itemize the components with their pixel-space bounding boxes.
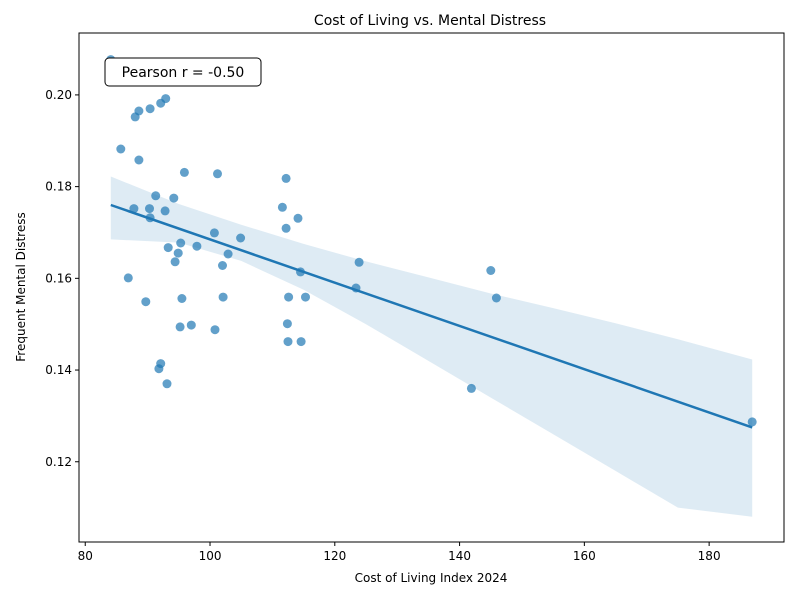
data-point — [354, 257, 364, 267]
data-point — [162, 379, 172, 389]
data-point — [154, 364, 164, 374]
data-point — [145, 104, 155, 114]
data-point — [160, 206, 170, 216]
data-point — [282, 319, 292, 329]
data-point — [175, 322, 185, 332]
data-point — [192, 241, 202, 251]
data-point — [301, 292, 310, 302]
data-point — [130, 112, 140, 122]
data-point — [218, 292, 228, 302]
data-point — [116, 144, 126, 154]
y-tick-label: 0.12 — [45, 455, 72, 469]
data-point — [281, 223, 291, 233]
x-tick-label: 100 — [199, 549, 222, 563]
x-tick-label: 80 — [78, 549, 93, 563]
y-tick-label: 0.18 — [45, 180, 72, 194]
data-point — [213, 169, 222, 179]
y-tick-label: 0.14 — [45, 363, 72, 377]
x-axis: 80 100 120 140 160 180 — [78, 542, 721, 563]
data-point — [293, 213, 303, 223]
x-tick-label: 120 — [323, 549, 346, 563]
data-point — [163, 243, 173, 253]
data-point — [141, 297, 151, 307]
data-point — [218, 261, 227, 270]
data-point — [177, 294, 187, 303]
data-point — [284, 292, 294, 302]
data-point — [179, 167, 189, 177]
annotation-box — [104, 57, 262, 87]
data-point — [486, 266, 496, 275]
data-point — [123, 273, 133, 283]
pearson-annotation: Pearson r = -0.50 — [104, 57, 262, 87]
data-point — [223, 249, 233, 259]
data-point — [210, 325, 220, 335]
x-tick-label: 160 — [573, 549, 596, 563]
data-point — [186, 320, 196, 330]
plot-frame — [78, 32, 785, 543]
x-tick-label: 180 — [698, 549, 721, 563]
x-axis-label: Cost of Living Index 2024 — [355, 571, 508, 585]
data-point — [747, 417, 757, 427]
data-point — [491, 293, 501, 303]
points-layer — [106, 55, 757, 427]
data-point — [209, 228, 219, 238]
data-point — [173, 248, 183, 258]
data-point — [129, 204, 139, 214]
data-point — [145, 204, 154, 214]
data-point — [170, 257, 180, 267]
chart-title: Cost of Living vs. Mental Distress — [314, 13, 546, 29]
data-point — [296, 337, 306, 347]
data-point — [466, 383, 476, 393]
data-point — [277, 202, 287, 212]
y-tick-label: 0.16 — [45, 271, 72, 285]
plot-area — [106, 55, 757, 517]
data-point — [134, 155, 144, 165]
regression-line — [110, 203, 753, 429]
data-point — [176, 238, 186, 248]
y-axis-label: Frequent Mental Distress — [14, 212, 28, 361]
data-point — [156, 98, 166, 108]
data-point — [281, 173, 291, 183]
data-point — [151, 191, 161, 201]
y-axis: 0.12 0.14 0.16 0.18 0.20 — [45, 88, 79, 469]
annotation-text: Pearson r = -0.50 — [122, 65, 245, 81]
data-point — [236, 233, 246, 243]
confidence-band — [110, 176, 753, 517]
y-tick-label: 0.20 — [45, 88, 72, 102]
data-point — [169, 193, 179, 203]
x-tick-label: 140 — [448, 549, 471, 563]
data-point — [283, 337, 293, 347]
